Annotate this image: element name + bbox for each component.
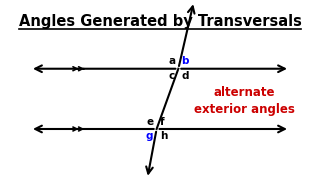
Text: a: a: [168, 56, 175, 66]
Text: f: f: [160, 116, 164, 127]
Text: Angles Generated by Transversals: Angles Generated by Transversals: [19, 14, 301, 29]
Text: h: h: [160, 131, 167, 141]
Text: c: c: [169, 71, 175, 81]
Text: d: d: [181, 71, 189, 81]
Text: g: g: [146, 131, 154, 141]
Text: e: e: [146, 116, 154, 127]
Text: b: b: [181, 56, 189, 66]
Text: alternate
exterior angles: alternate exterior angles: [194, 86, 295, 116]
